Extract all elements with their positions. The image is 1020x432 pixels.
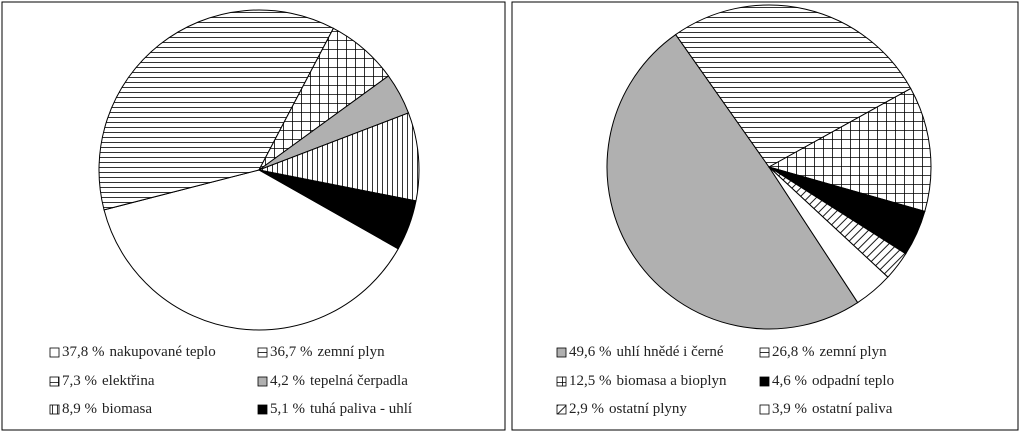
legend-swatch [759, 347, 770, 358]
legend-value: 4,2 % [270, 373, 305, 389]
legend-value: 2,9 % [569, 401, 604, 417]
legend-entry: 36,7 % zemní plyn [270, 344, 385, 360]
legend-value: 36,7 % [270, 344, 313, 360]
legend-value: 7,3 % [62, 373, 97, 389]
legend-swatch [556, 404, 567, 415]
pie-slice [98, 9, 335, 211]
legend-label: elektřina [102, 373, 155, 389]
legend-value: 8,9 % [62, 401, 97, 417]
pie-slice [768, 166, 889, 304]
legend-entry: 4,6 % odpadní teplo [772, 373, 894, 389]
legend-label: nakupované teplo [110, 344, 216, 360]
legend-label: uhlí hnědé i černé [617, 344, 724, 360]
legend-swatch [257, 376, 268, 387]
legend-entry: 7,3 % elektřina [62, 373, 155, 389]
legend-swatch [49, 376, 60, 387]
legend-label: zemní plyn [318, 344, 386, 360]
pie-slice [674, 4, 912, 168]
legend-swatch [49, 404, 60, 415]
pie-slice [767, 87, 932, 212]
legend-value: 5,1 % [270, 401, 305, 417]
legend-entry: 5,1 % tuhá paliva - uhlí [270, 401, 412, 417]
legend-value: 3,9 % [772, 401, 807, 417]
legend-value: 37,8 % [62, 344, 105, 360]
legend-swatch [556, 376, 567, 387]
legend-label: ostatní paliva [812, 401, 893, 417]
legend-value: 4,6 % [772, 373, 807, 389]
legend-label: zemní plyn [820, 344, 888, 360]
legend-label: ostatní plyny [609, 401, 687, 417]
pie-slice [103, 169, 399, 331]
legend-label: biomasa [102, 401, 152, 417]
legend-label: tepelná čerpadla [310, 373, 408, 389]
legend-value: 49,6 % [569, 344, 612, 360]
legend-value: 26,8 % [772, 344, 815, 360]
panel-frame [1, 1, 506, 431]
legend-swatch [257, 404, 268, 415]
legend-entry: 3,9 % ostatní paliva [772, 401, 893, 417]
pie-slice [258, 169, 417, 250]
legend-label: tuhá paliva - uhlí [310, 401, 412, 417]
legend-entry: 2,9 % ostatní plyny [569, 401, 687, 417]
legend-swatch [49, 347, 60, 358]
legend-entry: 12,5 % biomasa a bioplyn [569, 373, 727, 389]
legend-swatch [759, 404, 770, 415]
legend-entry: 37,8 % nakupované teplo [62, 344, 216, 360]
pie-slice [257, 112, 420, 202]
legend-label: biomasa a bioplyn [617, 373, 727, 389]
legend-swatch [556, 347, 567, 358]
legend-entry: 49,6 % uhlí hnědé i černé [569, 344, 724, 360]
legend-label: odpadní teplo [812, 373, 894, 389]
pie-slice [606, 33, 859, 330]
legend-entry: 4,2 % tepelná čerpadla [270, 373, 408, 389]
legend-entry: 26,8 % zemní plyn [772, 344, 887, 360]
panel-frame [511, 1, 1019, 431]
legend-entry: 8,9 % biomasa [62, 401, 152, 417]
legend-value: 12,5 % [569, 373, 612, 389]
legend-swatch [257, 347, 268, 358]
legend-swatch [759, 376, 770, 387]
